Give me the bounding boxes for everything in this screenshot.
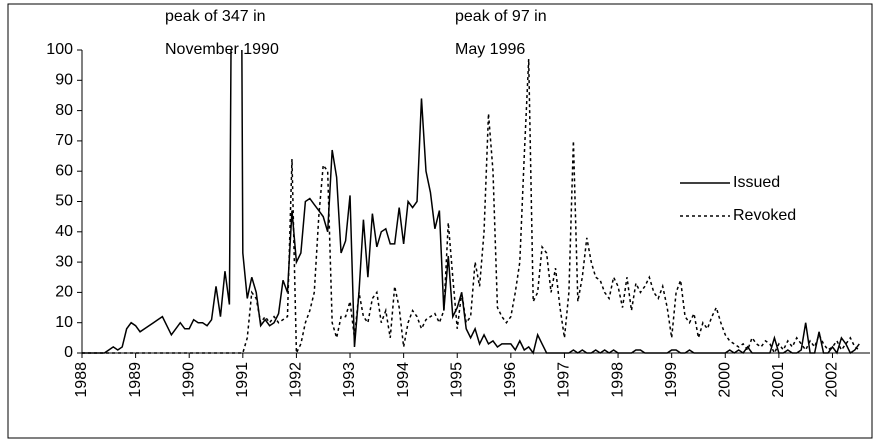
annotation: peak of 97 in bbox=[455, 8, 547, 25]
legend-label: Issued bbox=[733, 174, 780, 191]
x-tick-label: 1990 bbox=[180, 362, 197, 398]
x-tick-label: 1992 bbox=[288, 362, 305, 398]
y-tick-label: 90 bbox=[55, 72, 73, 89]
chart-frame bbox=[7, 3, 873, 439]
y-tick-label: 30 bbox=[55, 253, 73, 270]
y-tick-label: 10 bbox=[55, 314, 73, 331]
x-tick-label: 1997 bbox=[556, 362, 573, 398]
x-tick-label: 2000 bbox=[716, 362, 733, 398]
x-tick-label: 1996 bbox=[502, 362, 519, 398]
x-tick-label: 1989 bbox=[127, 362, 144, 398]
series-line bbox=[82, 59, 860, 355]
x-tick-label: 2002 bbox=[824, 362, 841, 398]
x-tick-label: 1991 bbox=[234, 362, 251, 398]
x-tick-label: 1988 bbox=[73, 362, 90, 398]
x-tick-label: 1998 bbox=[609, 362, 626, 398]
x-tick-label: 1993 bbox=[341, 362, 358, 398]
y-tick-label: 70 bbox=[55, 132, 73, 149]
annotation: May 1996 bbox=[455, 41, 525, 58]
x-tick-label: 2001 bbox=[770, 362, 787, 398]
y-tick-label: 80 bbox=[55, 102, 73, 119]
x-tick-label: 1995 bbox=[448, 362, 465, 398]
annotation: peak of 347 in bbox=[165, 8, 266, 25]
y-tick-label: 60 bbox=[55, 162, 73, 179]
legend-label: Revoked bbox=[733, 207, 796, 224]
y-tick-label: 50 bbox=[55, 193, 73, 210]
x-tick-label: 1999 bbox=[663, 362, 680, 398]
y-tick-label: 0 bbox=[64, 344, 73, 361]
y-tick-label: 100 bbox=[46, 41, 73, 58]
annotation: November 1990 bbox=[165, 41, 279, 58]
x-tick-label: 1994 bbox=[395, 362, 412, 398]
series-line bbox=[82, 50, 860, 355]
y-tick-label: 20 bbox=[55, 284, 73, 301]
y-tick-label: 40 bbox=[55, 223, 73, 240]
